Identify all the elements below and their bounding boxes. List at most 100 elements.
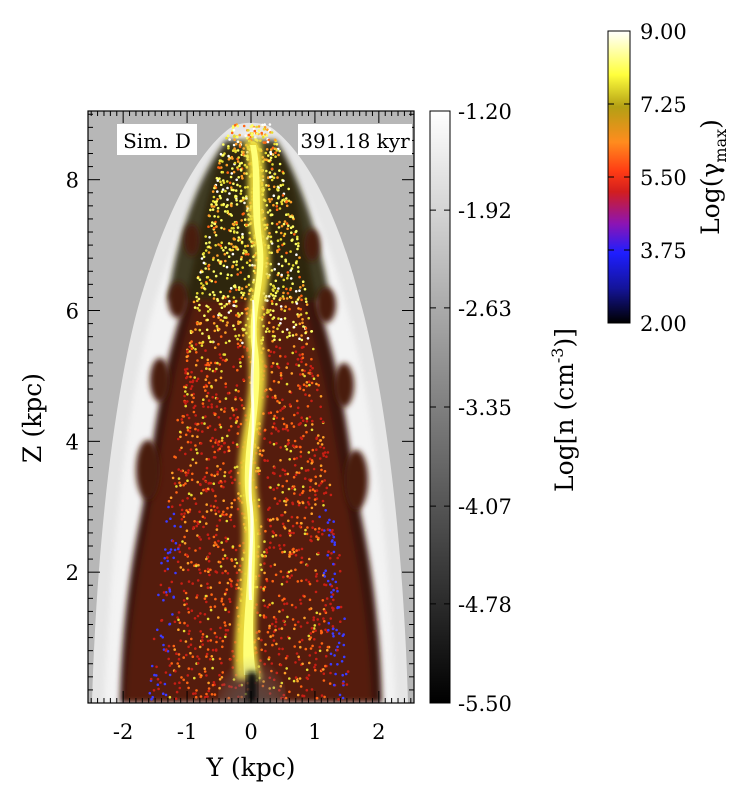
- tracer-particle: [206, 617, 210, 621]
- tracer-particle: [277, 248, 281, 251]
- tracer-particle: [206, 310, 210, 313]
- tracer-particle: [258, 452, 262, 456]
- tracer-particle: [308, 489, 312, 492]
- tracer-particle: [242, 291, 246, 295]
- tracer-particle: [200, 452, 203, 455]
- tracer-particle: [168, 590, 172, 593]
- lorentz-colorbar-tick-label: 3.75: [640, 239, 687, 263]
- tracer-particle: [245, 197, 248, 200]
- tracer-particle: [165, 593, 168, 597]
- lorentz-colorbar-label: Log(γmax): [696, 119, 730, 235]
- tracer-particle: [323, 529, 326, 532]
- tracer-particle: [203, 613, 207, 616]
- tracer-particle: [320, 694, 324, 697]
- tracer-particle: [236, 166, 239, 169]
- tracer-particle: [311, 526, 314, 529]
- tracer-particle: [213, 509, 217, 512]
- tracer-particle: [254, 136, 257, 139]
- tracer-particle: [198, 309, 201, 312]
- tracer-particle: [236, 149, 240, 152]
- tracer-particle: [274, 617, 278, 621]
- tracer-particle: [272, 284, 275, 288]
- tracer-particle: [241, 266, 244, 269]
- tracer-particle: [317, 527, 321, 530]
- tracer-particle: [160, 618, 164, 622]
- tracer-particle: [258, 614, 262, 617]
- tracer-particle: [213, 693, 217, 696]
- tracer-particle: [230, 186, 233, 189]
- tracer-particle: [202, 525, 205, 529]
- tracer-particle: [224, 608, 227, 612]
- tracer-particle: [300, 360, 303, 364]
- tracer-particle: [239, 168, 243, 171]
- tracer-particle: [193, 520, 196, 523]
- tracer-particle: [189, 380, 192, 384]
- tracer-particle: [156, 683, 160, 686]
- tracer-particle: [199, 620, 202, 624]
- tracer-particle: [269, 313, 272, 317]
- tracer-particle: [224, 359, 227, 362]
- tracer-particle: [263, 158, 267, 161]
- tracer-particle: [186, 624, 189, 627]
- tracer-particle: [236, 345, 240, 349]
- tracer-particle: [182, 599, 186, 602]
- tracer-particle: [275, 205, 279, 208]
- tracer-particle: [287, 262, 291, 266]
- tracer-particle: [207, 681, 210, 685]
- tracer-particle: [220, 246, 224, 250]
- tracer-particle: [179, 435, 182, 439]
- tracer-particle: [201, 636, 204, 639]
- tracer-particle: [295, 333, 298, 336]
- tracer-particle: [168, 673, 172, 677]
- tracer-particle: [232, 365, 235, 369]
- tracer-particle: [219, 314, 223, 317]
- tracer-particle: [228, 290, 232, 293]
- tracer-particle: [212, 205, 216, 208]
- tracer-particle: [248, 259, 252, 262]
- tracer-particle: [297, 471, 301, 475]
- tracer-particle: [300, 294, 303, 298]
- tracer-particle: [212, 535, 216, 539]
- tracer-particle: [151, 695, 154, 699]
- tracer-particle: [300, 298, 303, 302]
- tracer-particle: [177, 468, 180, 471]
- tracer-particle: [323, 479, 327, 482]
- tracer-particle: [205, 471, 208, 475]
- tracer-particle: [196, 655, 199, 658]
- tracer-particle: [177, 477, 181, 480]
- tracer-particle: [233, 565, 237, 568]
- tracer-particle: [206, 533, 210, 536]
- tracer-particle: [271, 517, 275, 521]
- tracer-particle: [291, 282, 294, 286]
- tracer-particle: [300, 579, 303, 583]
- tracer-particle: [185, 367, 189, 371]
- tracer-particle: [271, 396, 275, 399]
- tracer-particle: [196, 377, 200, 381]
- tracer-particle: [188, 629, 191, 633]
- tracer-particle: [306, 337, 310, 340]
- tracer-particle: [209, 568, 212, 572]
- tracer-particle: [269, 518, 273, 522]
- tracer-particle: [280, 377, 283, 380]
- tracer-particle: [199, 675, 202, 679]
- tracer-particle: [278, 338, 282, 342]
- tracer-particle: [205, 557, 208, 561]
- tracer-particle: [268, 171, 272, 174]
- tracer-particle: [266, 476, 270, 479]
- tracer-particle: [224, 341, 228, 345]
- tracer-particle: [277, 262, 281, 266]
- tracer-particle: [283, 671, 287, 675]
- tracer-particle: [207, 363, 211, 367]
- tracer-particle: [221, 557, 225, 561]
- tracer-particle: [315, 436, 319, 440]
- tracer-particle: [314, 475, 318, 479]
- tracer-particle: [304, 393, 307, 396]
- tracer-particle: [330, 595, 333, 599]
- tracer-particle: [215, 324, 219, 328]
- tracer-particle: [265, 548, 268, 551]
- tracer-particle: [332, 627, 335, 630]
- tracer-particle: [203, 597, 207, 600]
- tracer-particle: [240, 404, 244, 407]
- tracer-particle: [172, 596, 175, 599]
- tracer-particle: [206, 361, 210, 365]
